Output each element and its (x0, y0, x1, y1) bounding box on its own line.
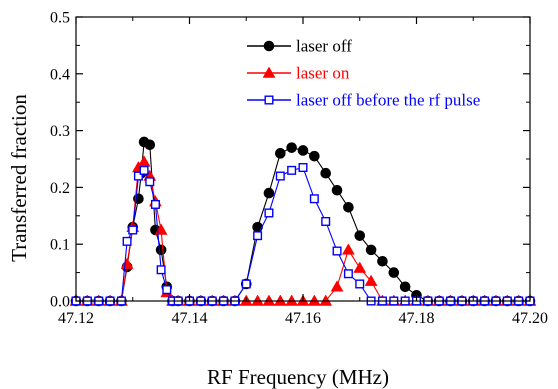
data-point (252, 221, 263, 233)
data-point (319, 294, 333, 306)
data-point (122, 236, 132, 246)
data-point (253, 231, 263, 241)
data-point (321, 216, 331, 226)
legend-marker (264, 95, 274, 105)
data-point (377, 255, 388, 267)
legend-item: laser off (247, 37, 352, 56)
data-point (307, 294, 321, 306)
data-point (364, 274, 378, 286)
data-point (355, 279, 365, 289)
y-tick-label: 0.2 (50, 180, 70, 197)
data-point (120, 257, 134, 269)
data-point (286, 142, 297, 153)
data-point (133, 171, 143, 181)
legend-label: laser off before the rf pulse (296, 91, 480, 110)
data-point (285, 294, 299, 306)
legend: laser off laser on laser off before the rf… (247, 37, 480, 110)
data-point (309, 194, 319, 204)
data-point (354, 230, 366, 241)
data-point (264, 208, 274, 218)
data-point (263, 187, 275, 199)
data-point (298, 163, 308, 173)
data-point (332, 246, 342, 256)
data-point (162, 285, 172, 295)
legend-label: laser off (296, 37, 352, 56)
data-point (297, 145, 309, 156)
data-point (388, 267, 400, 278)
data-point (155, 244, 167, 256)
series-line (76, 166, 530, 302)
data-point (128, 225, 138, 235)
data-point (341, 243, 355, 255)
series-3 (71, 163, 535, 306)
x-axis-title: RF Frequency (MHz) (207, 365, 389, 389)
y-tick-label: 0.5 (50, 10, 70, 27)
x-tick-label: 47.14 (172, 310, 208, 327)
legend-label: laser on (296, 64, 350, 83)
data-point (156, 265, 166, 275)
data-point (139, 165, 149, 175)
x-tick-label: 47.16 (285, 310, 321, 327)
data-point (353, 261, 367, 273)
data-point (150, 199, 160, 209)
legend-marker (263, 40, 275, 52)
x-tick-label: 47.12 (58, 310, 94, 327)
data-point (273, 294, 287, 306)
data-point (251, 294, 265, 306)
data-point (343, 201, 354, 213)
data-point (399, 281, 411, 293)
legend-item: laser on (247, 64, 350, 83)
y-tick-label: 0.4 (50, 66, 70, 83)
y-tick-label: 0.0 (50, 294, 70, 311)
data-point (365, 244, 377, 256)
data-point (145, 177, 155, 187)
legend-marker (262, 66, 276, 78)
data-point (275, 171, 285, 181)
data-point (241, 279, 251, 289)
data-point (287, 165, 297, 175)
data-point (137, 155, 151, 167)
data-point (330, 280, 344, 292)
y-tick-label: 0.1 (50, 237, 70, 254)
series-layer (69, 136, 537, 307)
series-line (76, 160, 530, 302)
x-tick-label: 47.20 (512, 310, 548, 327)
data-point (144, 139, 156, 151)
y-tick-label: 0.3 (50, 123, 70, 140)
data-point (343, 269, 353, 279)
data-point (262, 294, 276, 306)
data-point (275, 148, 286, 159)
data-point (331, 184, 343, 196)
x-tick-label: 47.18 (399, 310, 435, 327)
data-point (309, 150, 320, 162)
legend-item: laser off before the rf pulse (247, 91, 480, 110)
data-point (320, 167, 332, 179)
axes-layer: 47.12 47.14 47.16 47.18 47.20 0.0 0.1 0.2 0.3 0.4… (50, 10, 548, 328)
y-axis-title: Transferred fraction (7, 94, 31, 262)
